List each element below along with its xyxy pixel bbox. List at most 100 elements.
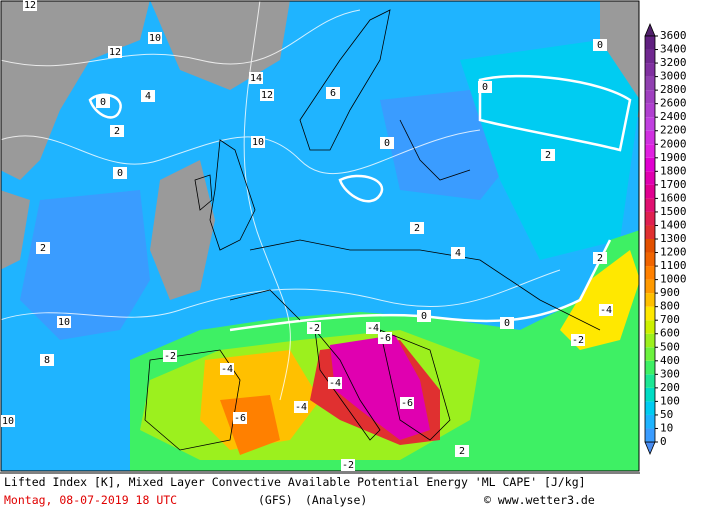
label-box	[541, 149, 555, 161]
level-label: 1200	[660, 246, 687, 259]
label-box	[400, 397, 414, 409]
color-band	[645, 333, 655, 348]
isoline-label: 14	[250, 73, 262, 84]
color-band	[645, 279, 655, 294]
isoline-label: -2	[342, 460, 354, 471]
zero-contours	[88, 74, 632, 332]
level-label: 2600	[660, 97, 687, 110]
isoline-label: 10	[252, 137, 264, 148]
level-label: 1900	[660, 151, 687, 164]
color-band	[645, 36, 655, 50]
level-label: 2200	[660, 124, 687, 137]
isoline-label: 0	[117, 168, 123, 179]
color-band	[645, 130, 655, 145]
isoline-label: -4	[367, 323, 379, 334]
level-label: 1000	[660, 273, 687, 286]
isoline-label: -2	[164, 351, 176, 362]
isoline-label: 0	[482, 82, 488, 93]
level-label: 600	[660, 327, 680, 340]
label-box	[108, 46, 122, 58]
label-box	[378, 332, 392, 344]
label-box	[417, 310, 431, 322]
grey-area	[1, 190, 30, 270]
label-box	[220, 363, 234, 375]
label-box	[249, 72, 263, 84]
magenta-area	[330, 335, 430, 440]
color-band	[645, 414, 655, 429]
grey-area	[150, 1, 290, 90]
isoline-label: 10	[2, 416, 14, 427]
footer-date: Montag, 08-07-2019 18 UTC	[4, 493, 177, 507]
label-box	[260, 89, 274, 101]
color-band	[645, 266, 655, 280]
isoline-label: 0	[421, 311, 427, 322]
isoline-label: 0	[597, 40, 603, 51]
label-box	[294, 401, 308, 413]
isoline-label: -4	[295, 402, 307, 413]
isoline-label: -4	[600, 305, 612, 316]
color-band	[645, 49, 655, 64]
isoline-label: 4	[145, 91, 151, 102]
footer-credit: © www.wetter3.de	[484, 493, 595, 507]
level-label: 3200	[660, 56, 687, 69]
level-label: 3600	[660, 29, 687, 42]
level-label: 3400	[660, 43, 687, 56]
level-label: 400	[660, 354, 680, 367]
color-band	[645, 401, 655, 415]
isoline-label: 2	[414, 223, 420, 234]
label-box	[380, 137, 394, 149]
footer-description: Lifted Index [K], Mixed Layer Convective…	[4, 475, 586, 489]
label-box	[307, 322, 321, 334]
isoline-label: 12	[109, 47, 121, 58]
color-band	[645, 428, 655, 442]
grey-area	[150, 160, 215, 300]
color-band	[645, 360, 655, 375]
level-label: 1600	[660, 191, 687, 204]
contours	[1, 1, 561, 401]
color-band	[645, 252, 655, 267]
color-band	[645, 157, 655, 172]
isoline-label: 10	[149, 33, 161, 44]
isoline-label: 6	[330, 88, 336, 99]
label-box	[163, 350, 177, 362]
yellow-area	[560, 250, 639, 350]
label-box	[233, 412, 247, 424]
level-label: 0	[660, 435, 667, 448]
level-label: 200	[660, 381, 680, 394]
map	[1, 1, 639, 471]
isoline-label: -4	[221, 364, 233, 375]
isoline-label: 4	[455, 248, 461, 259]
isoline-label: 8	[44, 355, 50, 366]
isoline-label: 12	[24, 0, 36, 11]
level-label: 2400	[660, 110, 687, 123]
color-band	[645, 374, 655, 388]
color-band	[645, 293, 655, 307]
label-box	[1, 415, 15, 427]
label-box	[500, 317, 514, 329]
isoline-label: 10	[58, 317, 70, 328]
color-band	[645, 144, 655, 158]
color-band	[645, 387, 655, 402]
label-box	[593, 252, 607, 264]
isoline-label: 2	[597, 253, 603, 264]
footer-analysis: (Analyse)	[305, 493, 367, 507]
label-box	[410, 222, 424, 234]
level-label: 300	[660, 367, 680, 380]
label-box	[328, 377, 342, 389]
level-label: 900	[660, 286, 680, 299]
label-box	[366, 322, 380, 334]
color-band	[645, 184, 655, 199]
label-box	[455, 445, 469, 457]
below-arrow	[644, 441, 656, 456]
level-label: 500	[660, 340, 680, 353]
above-arrow	[644, 22, 656, 37]
label-box	[571, 334, 585, 346]
label-box	[451, 247, 465, 259]
color-band	[645, 347, 655, 361]
color-band	[645, 211, 655, 226]
color-band	[645, 171, 655, 185]
label-box	[110, 125, 124, 137]
label-box	[40, 354, 54, 366]
level-label: 1800	[660, 164, 687, 177]
